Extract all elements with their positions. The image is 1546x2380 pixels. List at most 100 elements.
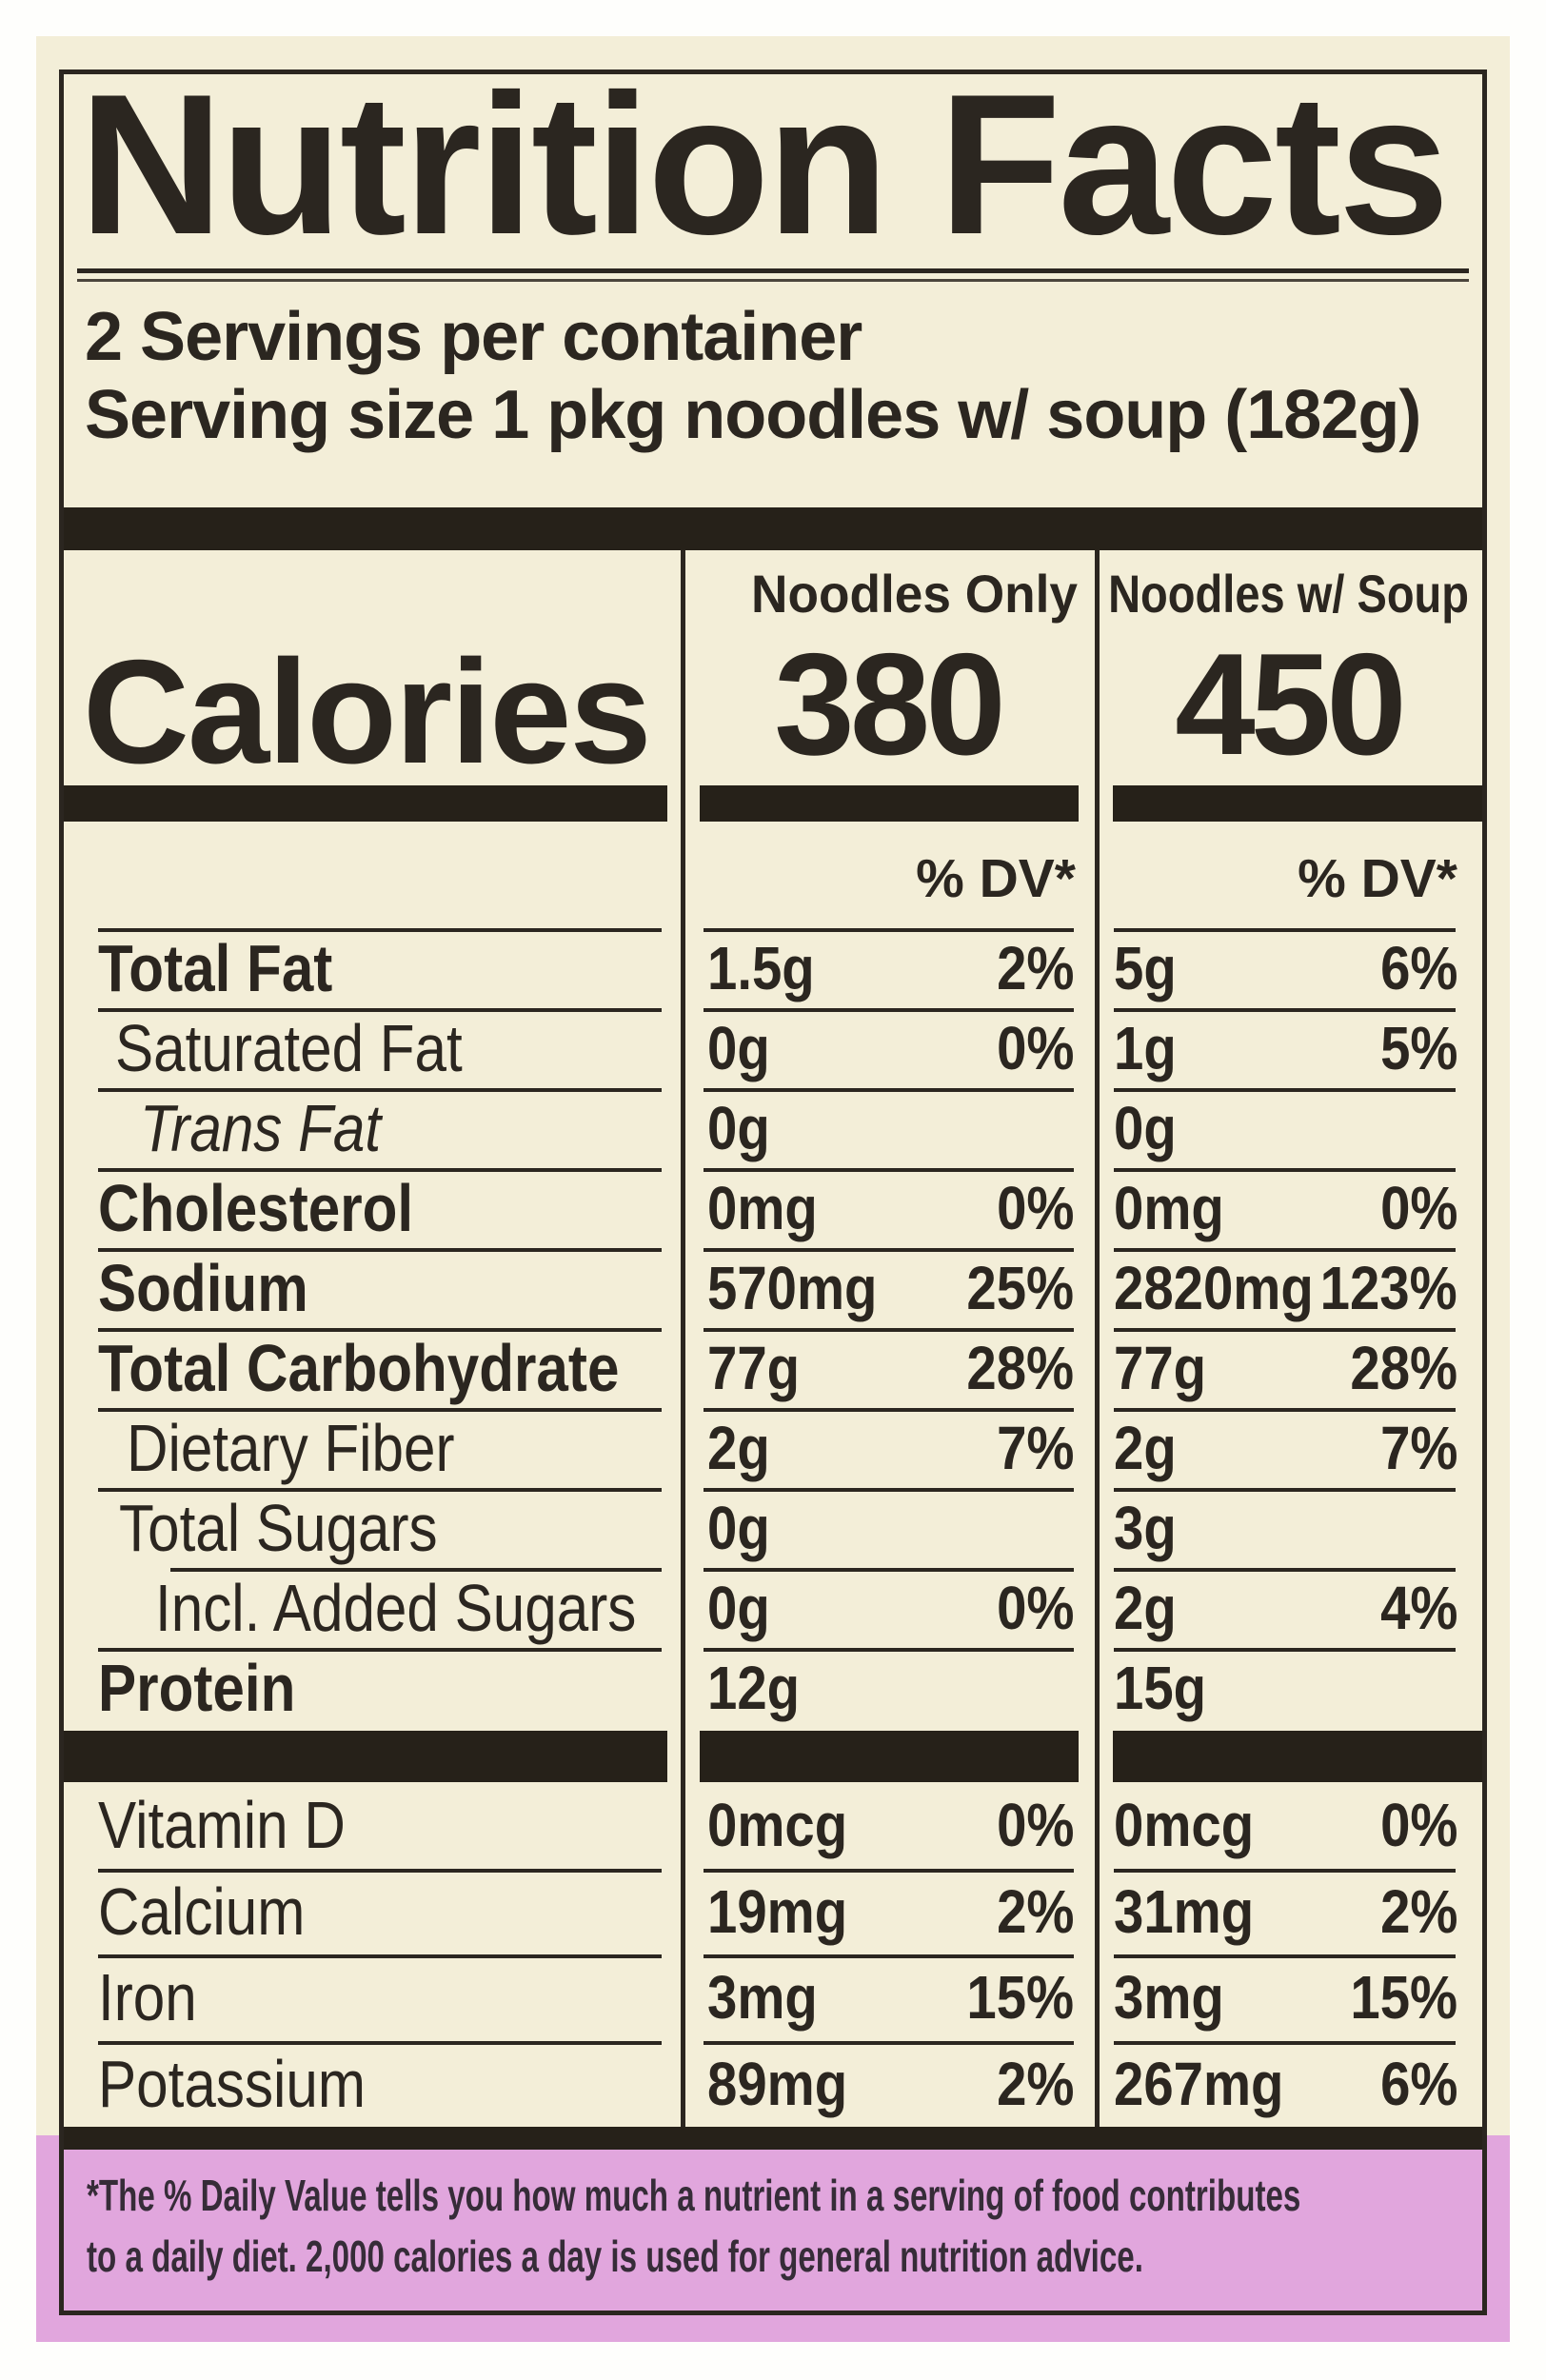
calories-underline-bar-col2 — [1113, 785, 1482, 822]
nutrient-amount: 3mg — [707, 1963, 818, 2033]
nutrient-label: Total Sugars — [119, 1491, 438, 1565]
nutrient-amount: 2g — [1114, 1414, 1177, 1482]
nutrient-amount: 1.5g — [707, 934, 815, 1002]
nutrient-dv: 25% — [966, 1254, 1074, 1322]
nutrient-dv: 7% — [996, 1414, 1074, 1482]
row-incl-added-sugars: Incl. Added Sugars 0g 0% 2g 4% — [64, 1568, 1482, 1648]
nutrient-amount: 77g — [1114, 1334, 1207, 1402]
nutrient-label: Total Fat — [98, 931, 333, 1005]
nutrient-dv: 7% — [1379, 1414, 1457, 1482]
nutrient-dv: 28% — [1350, 1334, 1457, 1402]
nutrient-dv: 2% — [996, 1876, 1074, 1946]
column-header-noodles-w-soup-text: Noodles w/ Soup — [1108, 563, 1469, 624]
column-header-noodles-only-text: Noodles Only — [751, 563, 1078, 624]
nutrition-facts-title: Nutrition Facts — [79, 52, 1450, 276]
nutrient-label: Incl. Added Sugars — [155, 1571, 637, 1645]
top-thick-bar — [64, 507, 1482, 550]
nutrient-dv: 15% — [1350, 1963, 1457, 2033]
calories-label: Calories — [83, 629, 652, 794]
row-calcium: Calcium 19mg 2% 31mg 2% — [64, 1868, 1482, 1954]
footnote-band — [36, 2135, 1510, 2342]
nutrient-dv: 6% — [1379, 2049, 1457, 2118]
nutrient-amount: 77g — [707, 1334, 801, 1402]
nutrient-dv: 0% — [996, 1014, 1074, 1082]
row-vitamin-d: Vitamin D 0mcg 0% 0mcg 0% — [64, 1782, 1482, 1869]
nutrient-amount: 0g — [1114, 1094, 1177, 1162]
nutrient-dv: 6% — [1379, 934, 1457, 1002]
nutrient-dv: 0% — [996, 1791, 1074, 1860]
calories-value-noodles-only: 380 — [774, 623, 1006, 785]
nutrient-label: Protein — [98, 1651, 296, 1725]
nutrient-amount: 2820mg — [1114, 1254, 1314, 1322]
nutrient-amount: 267mg — [1114, 2049, 1284, 2118]
nutrient-amount: 0g — [707, 1494, 770, 1562]
row-total-sugars: Total Sugars 0g 3g — [64, 1488, 1482, 1568]
nutrient-label: Total Carbohydrate — [98, 1331, 620, 1405]
nutrient-amount: 89mg — [707, 2049, 848, 2118]
nutrient-amount: 0mg — [1114, 1174, 1224, 1242]
nutrient-amount: 3mg — [1114, 1963, 1224, 2033]
row-saturated-fat: Saturated Fat 0g 0% 1g 5% — [64, 1008, 1482, 1088]
nutrient-amount: 15g — [1114, 1654, 1207, 1722]
nutrient-label: Cholesterol — [98, 1171, 414, 1245]
dv-heading-col1: % DV* — [916, 848, 1076, 909]
mid-thick-bar-left — [64, 1731, 667, 1782]
bottom-thick-bar — [64, 2127, 1482, 2150]
nutrient-dv: 2% — [1379, 1876, 1457, 1946]
footnote: *The % Daily Value tells you how much a … — [87, 2165, 1459, 2287]
nutrient-amount: 0g — [707, 1014, 770, 1082]
nutrient-label: Trans Fat — [140, 1091, 382, 1165]
mid-thick-bar-col2 — [1113, 1731, 1482, 1782]
nutrient-dv: 15% — [966, 1963, 1074, 2033]
nutrient-dv: 0% — [996, 1174, 1074, 1242]
nutrient-amount: 0g — [707, 1574, 770, 1642]
row-potassium: Potassium 89mg 2% 267mg 6% — [64, 2040, 1482, 2127]
dv-heading-col2: % DV* — [1298, 848, 1457, 909]
nutrient-amount: 19mg — [707, 1876, 848, 1946]
nutrient-amount: 570mg — [707, 1254, 878, 1322]
nutrient-amount: 0mg — [707, 1174, 818, 1242]
nutrient-dv: 28% — [966, 1334, 1074, 1402]
row-sodium: Sodium 570mg 25% 2820mg 123% — [64, 1248, 1482, 1328]
nutrient-amount: 1g — [1114, 1014, 1177, 1082]
nutrient-dv: 0% — [996, 1574, 1074, 1642]
nutrient-amount: 2g — [1114, 1574, 1177, 1642]
row-total-fat: Total Fat 1.5g 2% 5g 6% — [64, 928, 1482, 1008]
footnote-line-2: to a daily diet. 2,000 calories a day is… — [87, 2231, 1143, 2281]
nutrient-amount: 0g — [707, 1094, 770, 1162]
column-header-noodles-w-soup: Noodles w/ Soup — [1095, 555, 1482, 631]
servings-per-container: 2 Servings per container — [85, 299, 862, 375]
nutrient-amount: 0mcg — [707, 1791, 848, 1860]
serving-size: Serving size 1 pkg noodles w/ soup (182g… — [85, 377, 1421, 453]
nutrient-amount: 2g — [707, 1414, 770, 1482]
row-iron: Iron 3mg 15% 3mg 15% — [64, 1954, 1482, 2041]
label-sheet: Nutrition Facts 2 Servings per container… — [36, 36, 1510, 2342]
row-cholesterol: Cholesterol 0mg 0% 0mg 0% — [64, 1168, 1482, 1248]
footnote-line-1: *The % Daily Value tells you how much a … — [87, 2171, 1301, 2220]
row-trans-fat: Trans Fat 0g 0g — [64, 1088, 1482, 1168]
nutrient-dv: 2% — [996, 2049, 1074, 2118]
label-border-box: Nutrition Facts 2 Servings per container… — [59, 65, 1487, 2315]
row-total-carbohydrate: Total Carbohydrate 77g 28% 77g 28% — [64, 1328, 1482, 1408]
nutrient-amount: 0mcg — [1114, 1791, 1255, 1860]
nutrient-label: Sodium — [98, 1251, 308, 1325]
row-dietary-fiber: Dietary Fiber 2g 7% 2g 7% — [64, 1408, 1482, 1488]
calories-underline-bar-col1 — [700, 785, 1079, 822]
nutrient-dv: 2% — [996, 934, 1074, 1002]
nutrient-table: Total Fat 1.5g 2% 5g 6% Saturated Fat 0g 0%… — [64, 928, 1482, 1728]
calories-value-noodles-w-soup: 450 — [1175, 623, 1407, 785]
nutrient-label: Dietary Fiber — [127, 1411, 455, 1485]
nutrient-label: Vitamin D — [98, 1788, 346, 1863]
nutrient-amount: 3g — [1114, 1494, 1177, 1562]
nutrient-dv: 123% — [1319, 1254, 1457, 1322]
calories-underline-bar-left — [64, 785, 667, 822]
nutrient-amount: 12g — [707, 1654, 801, 1722]
mid-thick-bar-col1 — [700, 1731, 1079, 1782]
nutrient-dv: 0% — [1379, 1791, 1457, 1860]
nutrient-dv: 5% — [1379, 1014, 1457, 1082]
row-protein: Protein 12g 15g — [64, 1648, 1482, 1728]
nutrient-dv: 4% — [1379, 1574, 1457, 1642]
nutrient-dv: 0% — [1379, 1174, 1457, 1242]
vitamin-table: Vitamin D 0mcg 0% 0mcg 0% Calcium 19mg 2% 3… — [64, 1782, 1482, 2127]
